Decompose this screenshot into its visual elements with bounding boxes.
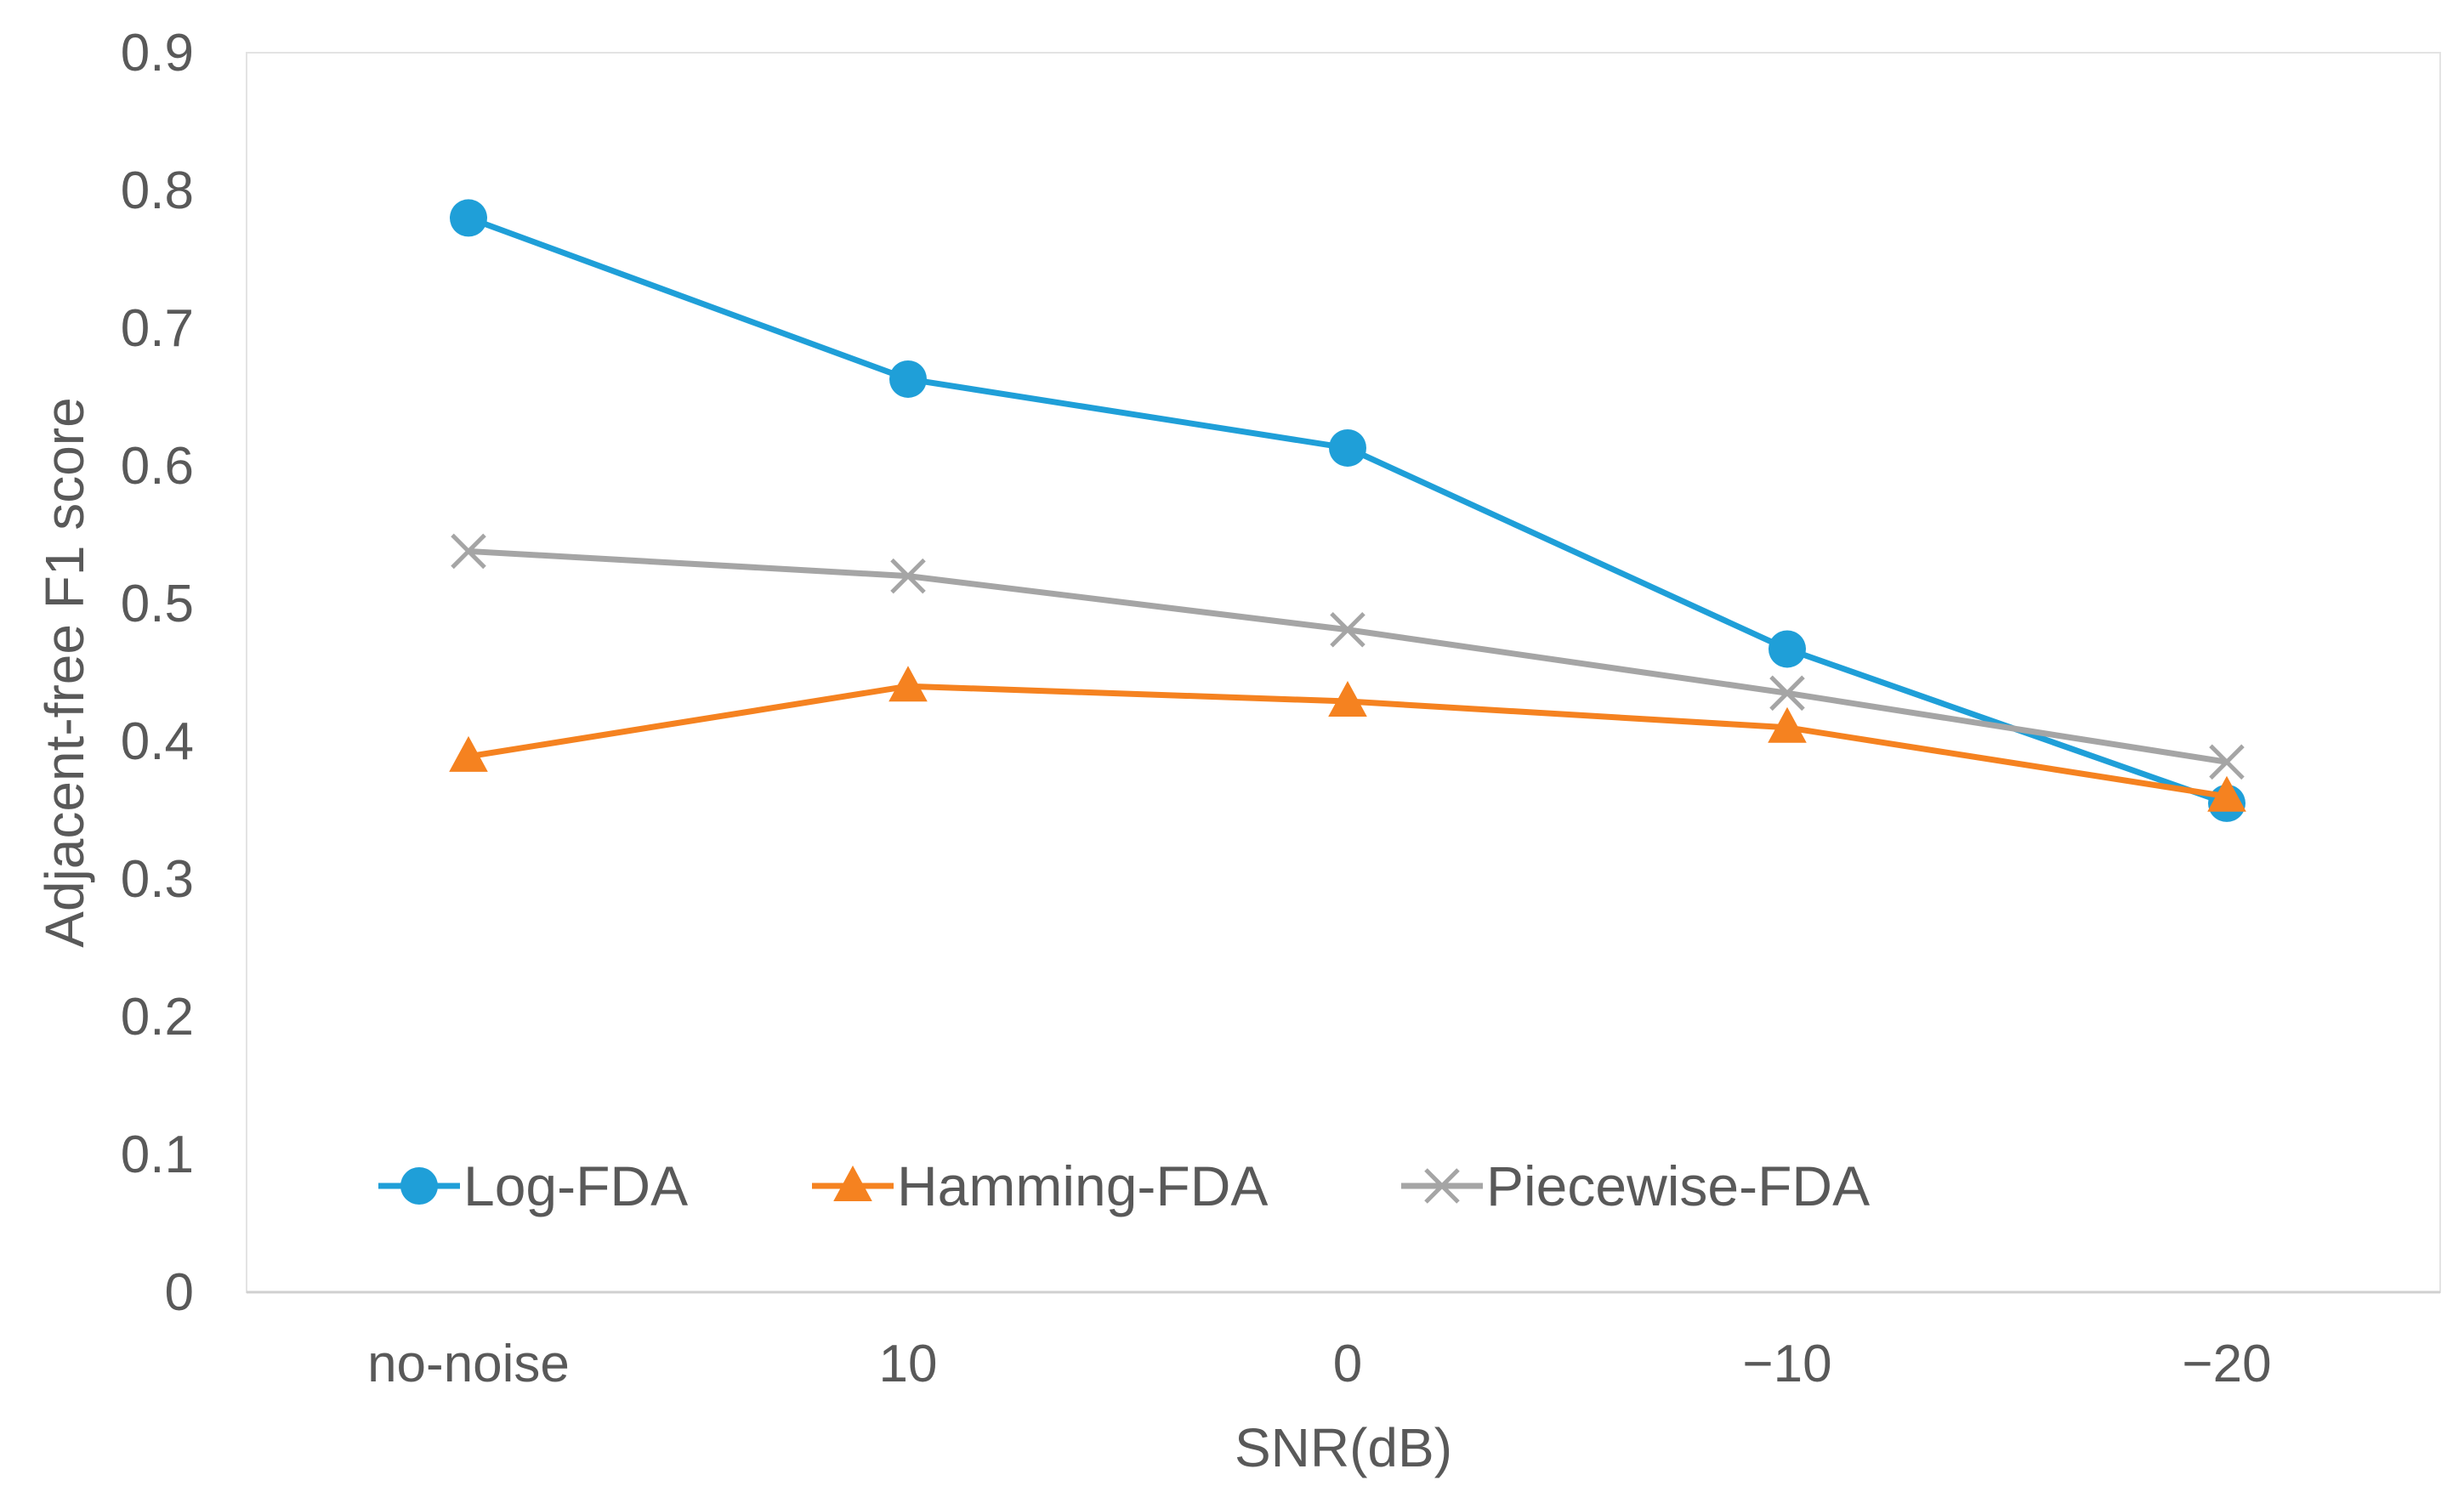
data-point bbox=[890, 558, 926, 594]
y-tick-label: 0.8 bbox=[121, 162, 194, 220]
legend-label: Piecewise-FDA bbox=[1486, 1154, 1870, 1217]
y-tick-label: 0.5 bbox=[121, 575, 194, 633]
y-axis-title: Adjacent-free F1 score bbox=[34, 397, 95, 947]
legend-label: Log-FDA bbox=[463, 1154, 688, 1217]
x-axis: no-noise 10 0 −10 −20 bbox=[367, 1335, 2272, 1393]
y-tick-label: 0.1 bbox=[121, 1126, 194, 1184]
data-point bbox=[1769, 675, 1805, 712]
y-tick-label: 0.6 bbox=[121, 437, 194, 496]
data-point bbox=[889, 360, 927, 398]
series-hamming-fda bbox=[449, 666, 2246, 812]
series-piecewise-fda bbox=[451, 533, 2245, 780]
data-point bbox=[1330, 612, 1365, 648]
data-point bbox=[449, 735, 488, 772]
legend-marker bbox=[1424, 1168, 1460, 1204]
legend-marker bbox=[400, 1167, 438, 1205]
legend-item: Hamming-FDA bbox=[812, 1154, 1268, 1217]
series-layer bbox=[449, 199, 2246, 822]
plot-area bbox=[246, 52, 2441, 1294]
data-point bbox=[889, 666, 928, 702]
x-axis-title: SNR(dB) bbox=[1235, 1417, 1452, 1478]
data-point bbox=[2209, 744, 2245, 780]
x-tick-label: 10 bbox=[879, 1335, 938, 1393]
data-point bbox=[1768, 706, 1807, 743]
legend-item: Log-FDA bbox=[378, 1154, 688, 1217]
x-tick-label: no-noise bbox=[367, 1335, 570, 1393]
legend-marker bbox=[833, 1166, 872, 1201]
data-point bbox=[1328, 681, 1367, 717]
data-point bbox=[451, 533, 486, 570]
y-tick-label: 0.4 bbox=[121, 712, 194, 771]
x-tick-label: −20 bbox=[2182, 1335, 2271, 1393]
y-tick-label: 0.7 bbox=[121, 299, 194, 358]
legend: Log-FDA Hamming-FDA Piecewise-FDA bbox=[378, 1154, 1870, 1217]
y-axis: 0 0.1 0.2 0.3 0.4 0.5 0.6 0.7 0.8 0.9 bbox=[121, 24, 194, 1322]
data-point bbox=[1769, 630, 1806, 668]
x-tick-label: 0 bbox=[1333, 1335, 1362, 1393]
data-point bbox=[2207, 775, 2246, 812]
x-tick-label: −10 bbox=[1742, 1335, 1831, 1393]
y-tick-label: 0.2 bbox=[121, 988, 194, 1046]
data-point bbox=[450, 199, 487, 237]
y-tick-label: 0.9 bbox=[121, 24, 194, 82]
legend-item: Piecewise-FDA bbox=[1401, 1154, 1870, 1217]
y-tick-label: 0 bbox=[165, 1263, 194, 1322]
y-tick-label: 0.3 bbox=[121, 850, 194, 909]
data-point bbox=[1329, 428, 1366, 467]
legend-label: Hamming-FDA bbox=[897, 1154, 1268, 1217]
